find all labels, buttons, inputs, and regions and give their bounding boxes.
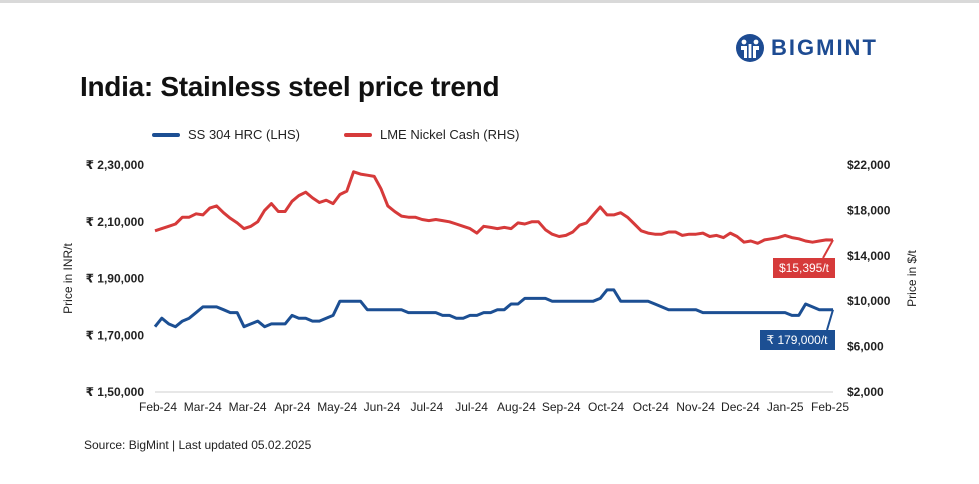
legend-label-ss304: SS 304 HRC (LHS) (188, 127, 300, 142)
x-tick-label: Dec-24 (721, 400, 760, 414)
series-line-lme-nickel (154, 170, 834, 245)
x-tick-label: Mar-24 (184, 400, 222, 414)
x-tick-label: Aug-24 (497, 400, 536, 414)
left-tick-label: ₹ 2,10,000 (86, 215, 145, 229)
lme-end-label: $15,395/t (779, 261, 830, 275)
brand-logo: BIGMINT (735, 33, 878, 63)
x-tick-label: Feb-24 (139, 400, 177, 414)
bigmint-logo-icon (736, 34, 764, 62)
right-tick-label: $2,000 (847, 385, 884, 399)
end-value-labels: $15,395/t ₹ 179,000/t (760, 239, 835, 350)
x-tick-label: Oct-24 (588, 400, 624, 414)
series-line-ss304 (153, 288, 833, 329)
right-axis-ticks: $22,000 $18,000 $14,000 $10,000 $6,000 $2,000 (847, 158, 891, 399)
legend-item-lme: LME Nickel Cash (RHS) (343, 127, 520, 142)
left-axis-ticks: ₹ 2,30,000 ₹ 2,10,000 ₹ 1,90,000 ₹ 1,70,000… (86, 158, 145, 399)
right-tick-label: $10,000 (847, 294, 891, 308)
right-tick-label: $22,000 (847, 158, 891, 172)
x-axis-ticks: Feb-24 Mar-24 Mar-24 Apr-24 May-24 Jun-24 Jul-… (139, 400, 849, 414)
x-tick-label: Nov-24 (676, 400, 715, 414)
left-tick-label: ₹ 2,30,000 (86, 158, 145, 172)
brand-name: BIGMINT (771, 35, 878, 60)
x-tick-label: Jul-24 (410, 400, 443, 414)
x-tick-label: Apr-24 (274, 400, 310, 414)
ss304-callout-leader (826, 309, 834, 331)
right-tick-label: $6,000 (847, 340, 884, 354)
ss304-end-label: ₹ 179,000/t (766, 333, 828, 347)
lme-end-label-box (773, 258, 835, 278)
right-axis-label: Price in $/t (905, 249, 919, 306)
x-tick-label: May-24 (317, 400, 357, 414)
legend-item-ss304: SS 304 HRC (LHS) (152, 127, 300, 142)
legend-swatch-ss304 (152, 132, 180, 137)
legend-swatch-lme (343, 132, 372, 137)
left-axis-label: Price in INR/t (61, 242, 75, 313)
right-tick-label: $14,000 (847, 249, 891, 263)
x-tick-label: Jun-24 (364, 400, 401, 414)
x-tick-label: Jan-25 (767, 400, 804, 414)
left-tick-label: ₹ 1,70,000 (86, 328, 145, 342)
right-tick-label: $18,000 (847, 203, 891, 217)
x-tick-label: Oct-24 (633, 400, 669, 414)
x-tick-label: Sep-24 (542, 400, 581, 414)
x-tick-label: Jul-24 (455, 400, 488, 414)
ss304-end-label-box (760, 330, 835, 350)
chart-legend: SS 304 HRC (LHS) LME Nickel Cash (RHS) (152, 127, 519, 142)
top-divider (0, 0, 979, 3)
source-note: Source: BigMint | Last updated 05.02.202… (84, 438, 312, 452)
page-title: India: Stainless steel price trend (80, 71, 500, 102)
legend-label-lme: LME Nickel Cash (RHS) (379, 127, 520, 142)
left-tick-label: ₹ 1,90,000 (86, 272, 145, 286)
x-tick-label: Mar-24 (229, 400, 267, 414)
x-tick-label: Feb-25 (811, 400, 849, 414)
lme-callout-leader (822, 239, 834, 259)
left-tick-label: ₹ 1,50,000 (86, 385, 145, 399)
